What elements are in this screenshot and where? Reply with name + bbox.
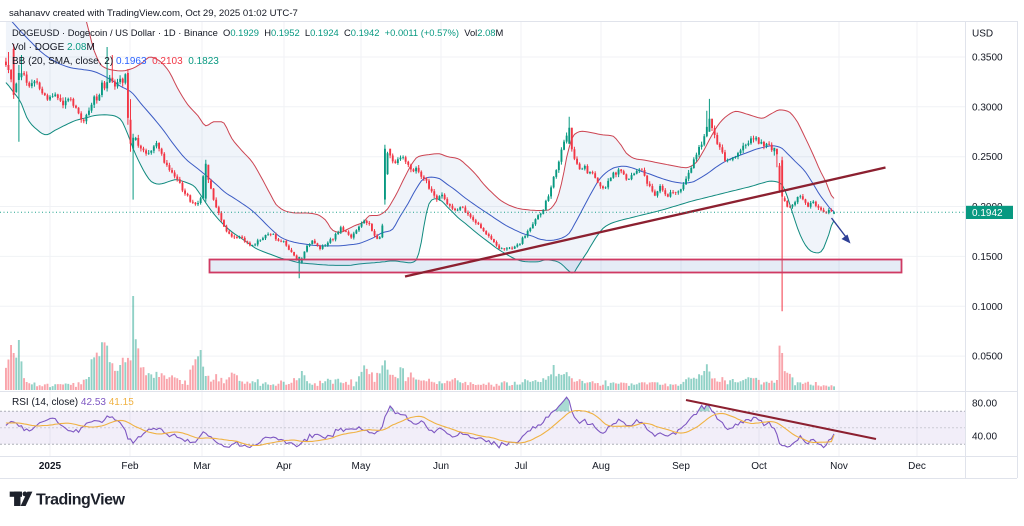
svg-text:TradingView: TradingView	[36, 492, 126, 509]
svg-text:Aug: Aug	[592, 461, 610, 472]
svg-text:0.1000: 0.1000	[972, 302, 1003, 313]
svg-text:0.0500: 0.0500	[972, 352, 1003, 363]
svg-text:RSI (14, close) 42.53 41.15: RSI (14, close) 42.53 41.15	[12, 397, 134, 408]
svg-text:80.00: 80.00	[972, 399, 997, 410]
svg-text:DOGEUSD · Dogecoin / US Dollar: DOGEUSD · Dogecoin / US Dollar · 1D · Bi…	[12, 27, 504, 38]
svg-text:USD: USD	[972, 29, 993, 40]
svg-text:Apr: Apr	[276, 461, 292, 472]
svg-text:Sep: Sep	[672, 461, 690, 472]
svg-text:0.3000: 0.3000	[972, 102, 1003, 113]
svg-text:40.00: 40.00	[972, 432, 997, 443]
svg-text:May: May	[352, 461, 371, 472]
svg-text:0.3500: 0.3500	[972, 53, 1003, 64]
svg-text:Oct: Oct	[751, 461, 767, 472]
svg-text:BB (20, SMA, close, 2) 0.1963: BB (20, SMA, close, 2) 0.1963 0.2103 0.1…	[12, 56, 219, 67]
svg-text:Dec: Dec	[908, 461, 926, 472]
svg-text:Feb: Feb	[121, 461, 139, 472]
svg-text:Mar: Mar	[193, 461, 211, 472]
svg-text:Vol · DOGE 2.08M: Vol · DOGE 2.08M	[12, 42, 95, 53]
svg-text:Jul: Jul	[515, 461, 528, 472]
svg-text:2025: 2025	[39, 461, 62, 472]
svg-text:0.2500: 0.2500	[972, 152, 1003, 163]
svg-text:sahanavv created with TradingV: sahanavv created with TradingView.com, O…	[9, 8, 298, 19]
svg-text:Nov: Nov	[830, 461, 848, 472]
svg-text:0.1942: 0.1942	[972, 208, 1003, 219]
svg-text:Jun: Jun	[433, 461, 449, 472]
svg-text:0.1500: 0.1500	[972, 252, 1003, 263]
